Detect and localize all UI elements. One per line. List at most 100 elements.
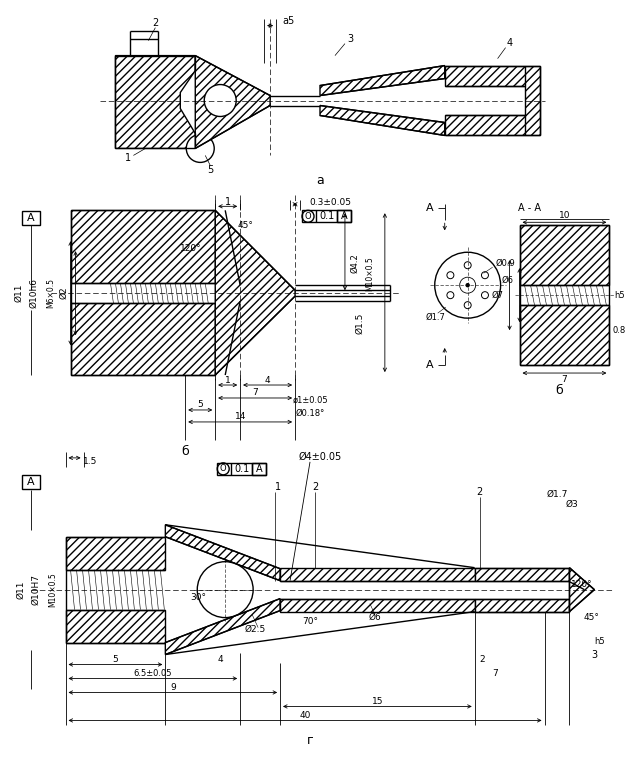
Polygon shape xyxy=(66,610,166,643)
Text: Ø6: Ø6 xyxy=(368,613,382,622)
Text: а: а xyxy=(316,174,324,187)
Text: 15: 15 xyxy=(371,697,383,706)
Text: Ø1.7: Ø1.7 xyxy=(426,312,446,322)
Text: г: г xyxy=(306,734,313,747)
Text: 120°: 120° xyxy=(571,580,592,589)
Text: Ø0.18°: Ø0.18° xyxy=(296,409,325,417)
Text: М10×0.5: М10×0.5 xyxy=(48,572,57,607)
Text: б: б xyxy=(182,446,189,458)
Text: 30°: 30° xyxy=(190,594,206,602)
Text: 9: 9 xyxy=(170,683,176,692)
Text: 6.5±0.05: 6.5±0.05 xyxy=(134,669,172,678)
Text: 4: 4 xyxy=(265,376,271,384)
Bar xyxy=(252,463,266,474)
Polygon shape xyxy=(475,568,569,581)
Text: Ø2.5: Ø2.5 xyxy=(245,625,266,634)
Text: Ø3: Ø3 xyxy=(565,500,578,509)
Text: 5: 5 xyxy=(113,655,118,664)
Text: Ø11: Ø11 xyxy=(16,580,25,599)
Circle shape xyxy=(482,272,489,279)
Text: Ø1.5: Ø1.5 xyxy=(355,312,364,334)
Text: Ø4.2: Ø4.2 xyxy=(350,254,359,273)
Text: a5: a5 xyxy=(282,16,294,26)
Circle shape xyxy=(434,252,501,318)
Text: 2: 2 xyxy=(312,482,318,492)
Text: 45°: 45° xyxy=(583,613,599,622)
Text: 7: 7 xyxy=(492,669,497,678)
Bar xyxy=(217,463,266,474)
Text: 120°: 120° xyxy=(180,244,201,253)
Text: 7: 7 xyxy=(252,388,258,398)
Text: 40: 40 xyxy=(299,711,311,720)
Polygon shape xyxy=(320,106,445,135)
Text: Ø6: Ø6 xyxy=(501,276,513,285)
Polygon shape xyxy=(475,599,569,612)
Text: Ø2: Ø2 xyxy=(59,287,68,299)
Text: 2: 2 xyxy=(480,655,485,664)
Polygon shape xyxy=(520,226,610,285)
Text: 45°: 45° xyxy=(237,221,253,229)
Text: O: O xyxy=(304,212,311,221)
Text: 1: 1 xyxy=(275,482,281,492)
Circle shape xyxy=(466,283,469,287)
Circle shape xyxy=(197,561,253,618)
Polygon shape xyxy=(215,211,295,375)
Polygon shape xyxy=(320,66,445,96)
Text: ø1±0.05: ø1±0.05 xyxy=(292,395,328,405)
Text: A: A xyxy=(341,211,347,222)
Text: O: O xyxy=(220,464,227,474)
Polygon shape xyxy=(166,599,280,655)
Circle shape xyxy=(204,85,236,117)
Text: б: б xyxy=(555,384,563,396)
Circle shape xyxy=(447,272,454,279)
Text: A: A xyxy=(27,213,34,223)
Text: h5: h5 xyxy=(614,290,625,300)
Polygon shape xyxy=(520,305,610,365)
Text: 3: 3 xyxy=(591,650,598,659)
Bar xyxy=(302,211,351,222)
Text: 10: 10 xyxy=(559,211,570,220)
Text: h5: h5 xyxy=(594,637,605,646)
Text: Ø10h6: Ø10h6 xyxy=(29,278,38,309)
Text: 4: 4 xyxy=(217,655,223,664)
Text: 70°: 70° xyxy=(302,617,318,626)
Polygon shape xyxy=(196,56,270,149)
Text: A: A xyxy=(256,464,262,474)
Text: 5: 5 xyxy=(197,400,203,410)
Bar xyxy=(337,211,351,222)
Polygon shape xyxy=(66,536,166,570)
Text: 2: 2 xyxy=(152,18,159,27)
Text: 0.8: 0.8 xyxy=(613,326,626,334)
Polygon shape xyxy=(280,568,475,581)
Text: 7: 7 xyxy=(562,374,568,384)
Circle shape xyxy=(482,292,489,298)
Text: Ø0.9: Ø0.9 xyxy=(496,258,515,268)
Circle shape xyxy=(464,262,471,269)
Text: A: A xyxy=(27,477,34,487)
Circle shape xyxy=(464,301,471,309)
Text: 1.5: 1.5 xyxy=(83,457,97,467)
Text: М10×0.5: М10×0.5 xyxy=(366,256,375,290)
Text: Ø7: Ø7 xyxy=(492,290,504,300)
Text: 2: 2 xyxy=(476,487,483,497)
Polygon shape xyxy=(569,568,594,612)
Text: 14: 14 xyxy=(234,413,246,421)
Text: 0.1: 0.1 xyxy=(319,211,334,222)
Circle shape xyxy=(186,135,214,162)
Text: 3: 3 xyxy=(347,34,353,44)
Text: Ø1.7: Ø1.7 xyxy=(547,489,568,498)
Circle shape xyxy=(447,292,454,298)
Text: 1: 1 xyxy=(225,376,231,384)
Bar xyxy=(22,211,39,226)
Text: 4: 4 xyxy=(506,38,513,48)
Text: A: A xyxy=(426,204,434,213)
Bar xyxy=(22,474,39,489)
Polygon shape xyxy=(71,211,215,283)
Polygon shape xyxy=(71,303,215,375)
Text: 0.3±0.05: 0.3±0.05 xyxy=(309,198,351,207)
Polygon shape xyxy=(445,66,540,135)
Text: Ø4±0.05: Ø4±0.05 xyxy=(298,452,341,462)
Text: 5: 5 xyxy=(207,165,213,175)
Circle shape xyxy=(217,463,229,474)
Text: 1: 1 xyxy=(125,153,131,164)
